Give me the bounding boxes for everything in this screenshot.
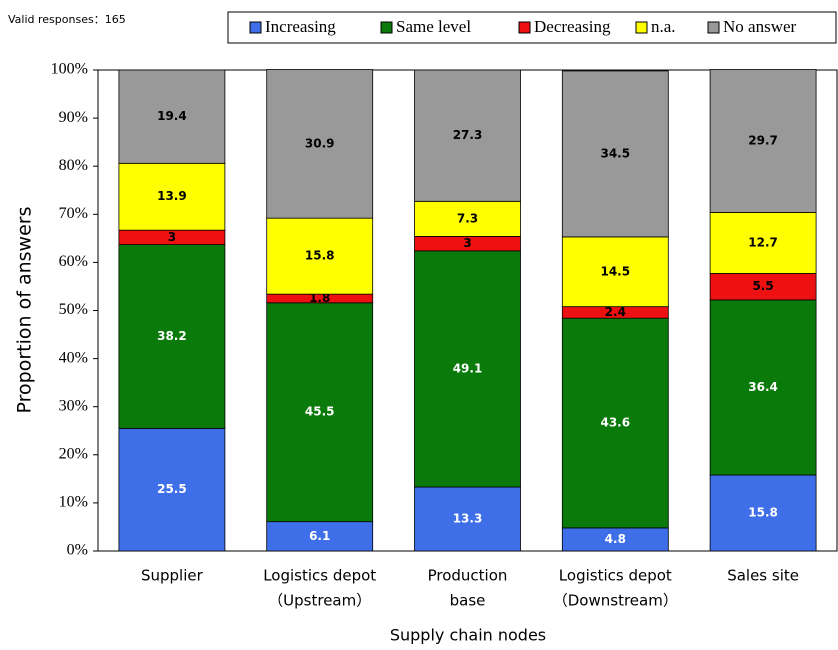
legend-label: No answer: [723, 17, 797, 36]
bar-segment: [561, 236, 669, 308]
bar-segment: [561, 70, 669, 238]
bar-segment: [118, 162, 226, 231]
y-tick-label: 40%: [59, 349, 88, 366]
bar-segment: [709, 69, 817, 213]
legend-swatch: [249, 21, 262, 34]
legend-label: n.a.: [651, 17, 676, 36]
x-tick-label: Logistics depot: [559, 567, 672, 585]
y-tick-label: 10%: [59, 494, 88, 511]
legend-swatch: [635, 21, 648, 34]
legend-label: Same level: [396, 17, 471, 36]
annotation: Valid responses：165: [8, 13, 126, 26]
data-label: 13.9: [157, 189, 187, 203]
legend-label: Decreasing: [534, 17, 611, 36]
data-label: 15.8: [748, 506, 778, 520]
bar-segment: [709, 299, 817, 476]
x-tick-label: （Upstream）: [268, 592, 371, 610]
bar-segment: [709, 474, 817, 552]
data-label: 19.4: [157, 109, 187, 123]
data-label: 49.1: [453, 361, 483, 375]
data-label: 5.5: [752, 279, 773, 293]
y-tick-label: 80%: [59, 157, 88, 174]
bar-segment: [266, 69, 374, 219]
data-label: 13.3: [453, 512, 483, 526]
y-tick-label: 50%: [59, 301, 88, 318]
bar-segment: [414, 69, 521, 202]
y-tick-label: 60%: [59, 253, 88, 270]
data-label: 34.5: [600, 146, 630, 160]
y-tick-label: 90%: [59, 109, 88, 126]
data-label: 14.5: [600, 264, 630, 278]
data-label: 7.3: [457, 211, 478, 225]
data-label: 4.8: [605, 532, 626, 546]
y-tick-label: 70%: [59, 205, 88, 222]
data-label: 15.8: [305, 249, 335, 263]
bar-segment: [561, 317, 669, 529]
legend-swatch: [518, 21, 531, 34]
bar-segment: [709, 211, 817, 274]
legend-box: [227, 11, 837, 44]
data-label: 25.5: [157, 482, 187, 496]
y-tick-label: 0%: [67, 542, 88, 559]
x-tick-label: base: [450, 592, 486, 610]
data-label: 27.3: [453, 128, 483, 142]
x-axis-title: Supply chain nodes: [390, 626, 546, 645]
y-tick-label: 100%: [51, 61, 88, 78]
x-tick-label: Logistics depot: [263, 567, 376, 585]
data-label: 38.2: [157, 329, 187, 343]
bar-segment: [266, 217, 374, 295]
bar-segment: [118, 427, 226, 552]
legend-label: Increasing: [265, 17, 336, 36]
y-axis-title: Proportion of answers: [14, 207, 36, 414]
data-label: 45.5: [305, 405, 335, 419]
data-label: 36.4: [748, 380, 778, 394]
x-tick-label: Production: [428, 567, 508, 585]
data-label: 29.7: [748, 133, 778, 147]
data-label: 2.4: [605, 305, 626, 319]
y-tick-label: 20%: [59, 445, 88, 462]
bar-segment: [414, 250, 521, 488]
data-label: 30.9: [305, 136, 335, 150]
data-label: 43.6: [600, 416, 630, 430]
bar-segment: [118, 69, 226, 164]
x-tick-label: Sales site: [727, 567, 799, 585]
legend-swatch: [707, 21, 720, 34]
bar-segment: [414, 486, 521, 552]
data-label: 6.1: [309, 529, 330, 543]
bar-segment: [266, 302, 374, 523]
data-label: 3: [463, 236, 471, 250]
legend-swatch: [380, 21, 393, 34]
y-tick-label: 30%: [59, 397, 88, 414]
bar-segment: [414, 200, 521, 237]
bar-segment: [118, 244, 226, 429]
x-tick-label: Supplier: [141, 567, 204, 585]
x-tick-label: （Downstream）: [553, 592, 678, 610]
bar-segment: [709, 273, 817, 301]
data-label: 3: [168, 230, 176, 244]
data-label: 12.7: [748, 235, 778, 249]
